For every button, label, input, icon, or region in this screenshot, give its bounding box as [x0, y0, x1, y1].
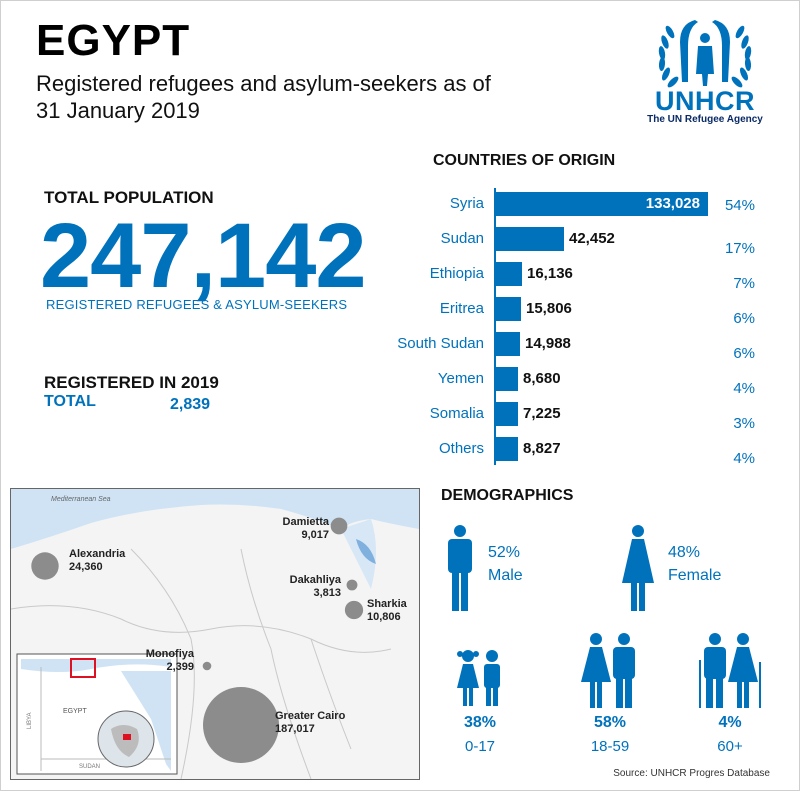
city-bubble [202, 661, 212, 671]
age-group-label: 18-59 [590, 738, 630, 755]
demographics-title: DEMOGRAPHICS [441, 487, 574, 504]
svg-text:LIBYA: LIBYA [27, 712, 33, 729]
egypt-map: Mediterranean Sea LIBYA EGYPT SUDAN Alex… [11, 489, 419, 779]
age-group-pct: 4% [718, 714, 742, 731]
origin-bar [496, 367, 518, 391]
female-pct: 48% [668, 544, 701, 561]
city-value: 2,399 [166, 661, 194, 673]
age-group-pct: 38% [463, 714, 497, 731]
children-icon [457, 650, 500, 706]
origin-bar-value: 7,225 [523, 405, 561, 422]
origin-bar-pct: 6% [733, 310, 755, 327]
city-bubble [203, 687, 279, 763]
origin-bar-value: 16,136 [527, 265, 573, 282]
origin-bar-value: 15,806 [526, 300, 572, 317]
city-value: 9,017 [301, 529, 329, 541]
country-title: EGYPT [36, 16, 191, 65]
origin-country-label: South Sudan [397, 335, 484, 352]
origin-bar-pct: 54% [724, 197, 755, 214]
city-name: Monofiya [146, 648, 195, 660]
bar-axis [494, 188, 496, 465]
origin-bar-value: 8,680 [523, 370, 561, 387]
origin-bar [496, 192, 708, 216]
svg-text:SUDAN: SUDAN [79, 764, 100, 770]
unhcr-logo-icon [658, 20, 752, 88]
map-panel: Mediterranean Sea LIBYA EGYPT SUDAN Alex… [10, 488, 420, 780]
origin-country-label: Somalia [429, 405, 484, 422]
origin-bar-value: 14,988 [525, 335, 571, 352]
city-name: Dakahliya [290, 574, 342, 586]
city-bubble [344, 600, 364, 620]
origin-country-label: Others [438, 440, 484, 457]
origin-country-label: Sudan [440, 230, 484, 247]
adults-icon [581, 633, 635, 708]
origin-bar [496, 262, 522, 286]
city-bubble [346, 579, 358, 591]
city-name: Alexandria [69, 548, 126, 560]
total-population-value: 247,142 [40, 205, 367, 307]
female-icon [622, 525, 654, 611]
origin-bar [496, 332, 520, 356]
logo-tagline: The UN Refugee Agency [647, 114, 763, 125]
origin-bar-value: 133,028 [645, 195, 700, 212]
city-value: 3,813 [313, 587, 341, 599]
origin-bar-pct: 7% [733, 275, 755, 292]
origin-country-label: Eritrea [439, 300, 484, 317]
origin-bar-value: 42,452 [569, 230, 615, 247]
city-value: 24,360 [69, 561, 103, 573]
registered-2019-label: REGISTERED IN 2019 [44, 373, 219, 392]
origin-bar-pct: 4% [733, 380, 755, 397]
origin-bar [496, 227, 564, 251]
total-population-label: TOTAL POPULATION [44, 188, 214, 207]
female-label: Female [668, 567, 722, 584]
origin-country-label: Syria [449, 195, 484, 212]
origin-bar-pct: 6% [733, 345, 755, 362]
origin-bar-pct: 3% [733, 415, 755, 432]
origin-bar-value: 8,827 [523, 440, 561, 457]
registered-2019-total-label: TOTAL [44, 393, 96, 410]
logo-name: UNHCR [655, 86, 755, 116]
city-value: 187,017 [275, 723, 315, 735]
inset-focus-box [70, 658, 96, 678]
male-pct: 52% [488, 544, 521, 561]
total-population-description: REGISTERED REFUGEES & ASYLUM-SEEKERS [46, 297, 348, 312]
origin-country-label: Ethiopia [429, 265, 484, 282]
city-value: 10,806 [367, 611, 401, 623]
age-group-label: 0-17 [464, 738, 496, 755]
origin-bar [496, 437, 518, 461]
city-name: Damietta [283, 516, 330, 528]
city-bubble [330, 517, 348, 535]
male-label: Male [488, 567, 523, 584]
age-group-label: 60+ [717, 738, 743, 755]
age-group-pct: 58% [593, 714, 627, 731]
source-note: Source: UNHCR Progres Database [613, 768, 770, 779]
registered-2019-total-value: 2,839 [170, 396, 211, 413]
countries-of-origin-title: COUNTRIES OF ORIGIN [433, 152, 616, 169]
city-bubble [31, 552, 59, 580]
sea-label: Mediterranean Sea [51, 496, 111, 503]
subtitle: Registered refugees and asylum-seekers a… [36, 71, 491, 123]
svg-text:EGYPT: EGYPT [63, 708, 87, 715]
elderly-icon [699, 633, 761, 708]
city-name: Greater Cairo [275, 710, 346, 722]
origin-country-label: Yemen [437, 370, 484, 387]
male-icon [448, 525, 472, 611]
city-name: Sharkia [367, 598, 408, 610]
origin-bar [496, 297, 521, 321]
origin-bar [496, 402, 518, 426]
origin-bar-pct: 17% [724, 240, 755, 257]
origin-bar-pct: 4% [733, 450, 755, 467]
